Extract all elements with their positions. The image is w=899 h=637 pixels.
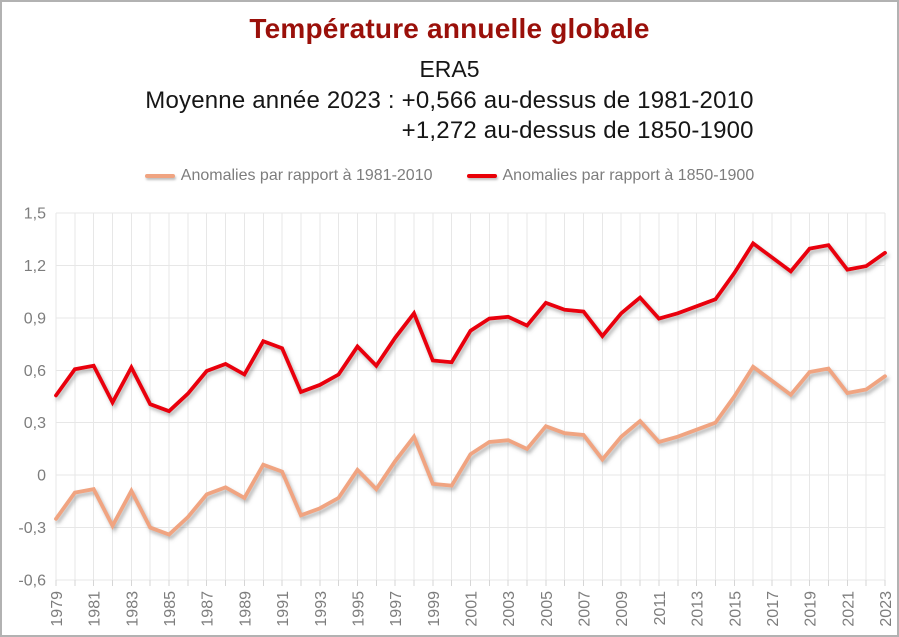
legend-label-1850-1900: Anomalies par rapport à 1850-1900	[502, 167, 755, 184]
chart-subtitle: ERA5	[419, 56, 480, 82]
svg-text:1991: 1991	[275, 591, 292, 627]
legend-item-1981-2010: Anomalies par rapport à 1981-2010	[144, 167, 433, 185]
svg-text:1987: 1987	[200, 591, 217, 627]
svg-text:0,9: 0,9	[24, 310, 46, 327]
svg-text:1989: 1989	[237, 591, 254, 627]
vertical-gridlines	[55, 213, 886, 580]
series-line-1981-2010	[54, 364, 887, 537]
svg-text:2013: 2013	[690, 591, 707, 627]
svg-text:1983: 1983	[124, 591, 141, 627]
svg-text:2021: 2021	[840, 591, 857, 627]
svg-text:1993: 1993	[313, 591, 330, 627]
svg-text:2009: 2009	[614, 591, 631, 627]
svg-text:1985: 1985	[162, 591, 179, 627]
x-axis-ticks	[55, 580, 886, 586]
svg-text:1,2: 1,2	[24, 258, 46, 275]
page-title: Température annuelle globale	[249, 13, 650, 44]
svg-text:1995: 1995	[350, 591, 367, 627]
svg-text:-0,3: -0,3	[18, 520, 46, 537]
annotation-block: Moyenne année 2023 : +0,566 au-dessus de…	[0, 86, 899, 146]
svg-text:2019: 2019	[803, 591, 820, 627]
y-axis-labels: -0,6 -0,3 0 0,3 0,6 0,9 1,2 1,5	[18, 206, 46, 590]
legend-item-1850-1900: Anomalies par rapport à 1850-1900	[466, 167, 755, 185]
svg-text:1,5: 1,5	[24, 206, 46, 223]
annotation-line-1981-2010: Moyenne année 2023 : +0,566 au-dessus de…	[145, 87, 754, 114]
svg-text:0,3: 0,3	[24, 415, 46, 432]
svg-text:1979: 1979	[49, 591, 66, 627]
svg-text:2003: 2003	[501, 591, 518, 627]
svg-text:-0,6: -0,6	[18, 573, 46, 590]
svg-text:2023: 2023	[878, 591, 895, 627]
svg-text:1997: 1997	[388, 591, 405, 627]
svg-text:1981: 1981	[87, 591, 104, 627]
svg-text:2017: 2017	[765, 591, 782, 627]
svg-text:0,6: 0,6	[24, 363, 46, 380]
svg-text:2007: 2007	[577, 591, 594, 627]
svg-text:2011: 2011	[652, 591, 669, 626]
svg-text:2015: 2015	[727, 591, 744, 627]
series-line-1850-1900	[54, 240, 887, 414]
legend-swatch-1850-1900	[466, 174, 497, 178]
svg-text:1999: 1999	[426, 591, 443, 627]
legend-swatch-1981-2010	[144, 174, 175, 178]
chart-legend: Anomalies par rapport à 1981-2010 Anomal…	[0, 167, 899, 185]
horizontal-gridlines	[56, 212, 885, 581]
annotation-line-1850-1900: +1,272 au-dessus de 1850-1900	[401, 117, 754, 144]
legend-label-1981-2010: Anomalies par rapport à 1981-2010	[180, 167, 433, 184]
svg-text:2001: 2001	[464, 591, 481, 627]
svg-text:0: 0	[37, 468, 46, 485]
svg-text:2005: 2005	[539, 591, 556, 627]
x-axis-labels: 1979 1981 1983 1985 1987 1989 1991 1993 1995 1997…	[49, 591, 895, 627]
